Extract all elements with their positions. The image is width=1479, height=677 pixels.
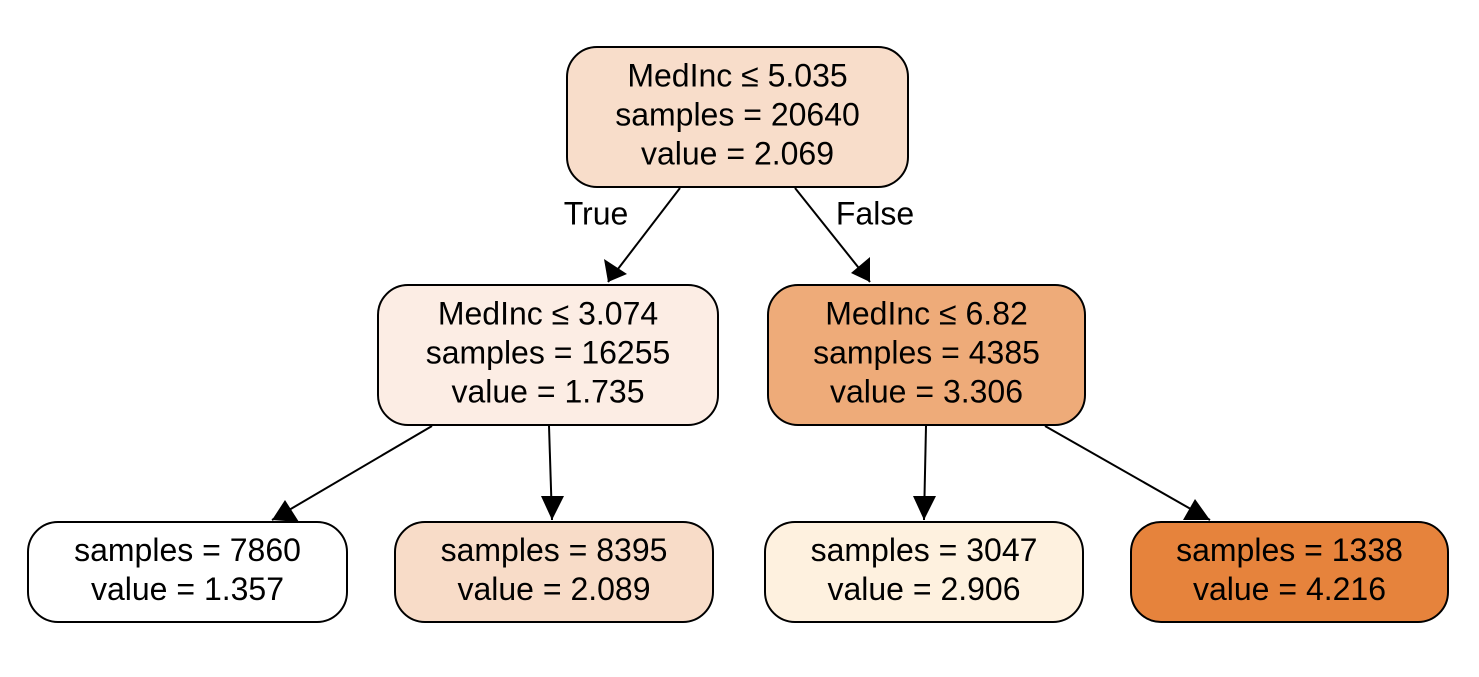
- node-text: samples = 3047: [811, 532, 1038, 568]
- arrowhead: [851, 257, 870, 282]
- node-text: value = 1.735: [451, 373, 644, 409]
- arrowhead: [604, 259, 627, 282]
- node-box: [767, 284, 1086, 426]
- edges: [271, 187, 1211, 521]
- node-text: samples = 16255: [426, 334, 671, 370]
- node-text: value = 4.216: [1193, 571, 1386, 607]
- node-box: [394, 521, 714, 623]
- node-text: value = 3.306: [830, 373, 1023, 409]
- arrowhead: [1183, 499, 1210, 520]
- node-box: [27, 521, 348, 623]
- node-box: [377, 284, 719, 426]
- node-text: samples = 4385: [813, 334, 1040, 370]
- node-box: [566, 46, 909, 188]
- arrowhead: [913, 496, 936, 520]
- edge-label: False: [836, 195, 914, 231]
- edge-label: True: [564, 195, 629, 231]
- node-text: samples = 7860: [74, 532, 301, 568]
- node-text: value = 2.069: [641, 135, 834, 171]
- arrowhead: [272, 500, 299, 522]
- node-text: MedInc ≤ 3.074: [438, 295, 658, 331]
- node-text: value = 2.089: [457, 571, 650, 607]
- node-text: samples = 8395: [441, 532, 668, 568]
- node-text: samples = 20640: [615, 96, 860, 132]
- node-text: samples = 1338: [1176, 532, 1403, 568]
- arrowhead: [541, 496, 564, 520]
- node-text: MedInc ≤ 5.035: [627, 57, 847, 93]
- edge: [1044, 425, 1211, 521]
- edge: [271, 425, 433, 521]
- node-box: [1130, 521, 1449, 623]
- arrowheads: [272, 257, 1210, 522]
- edge: [607, 187, 681, 283]
- node-text: value = 1.357: [91, 571, 284, 607]
- node-text: MedInc ≤ 6.82: [825, 295, 1028, 331]
- node-text: value = 2.906: [827, 571, 1020, 607]
- node-box: [764, 521, 1084, 623]
- edge: [794, 187, 871, 283]
